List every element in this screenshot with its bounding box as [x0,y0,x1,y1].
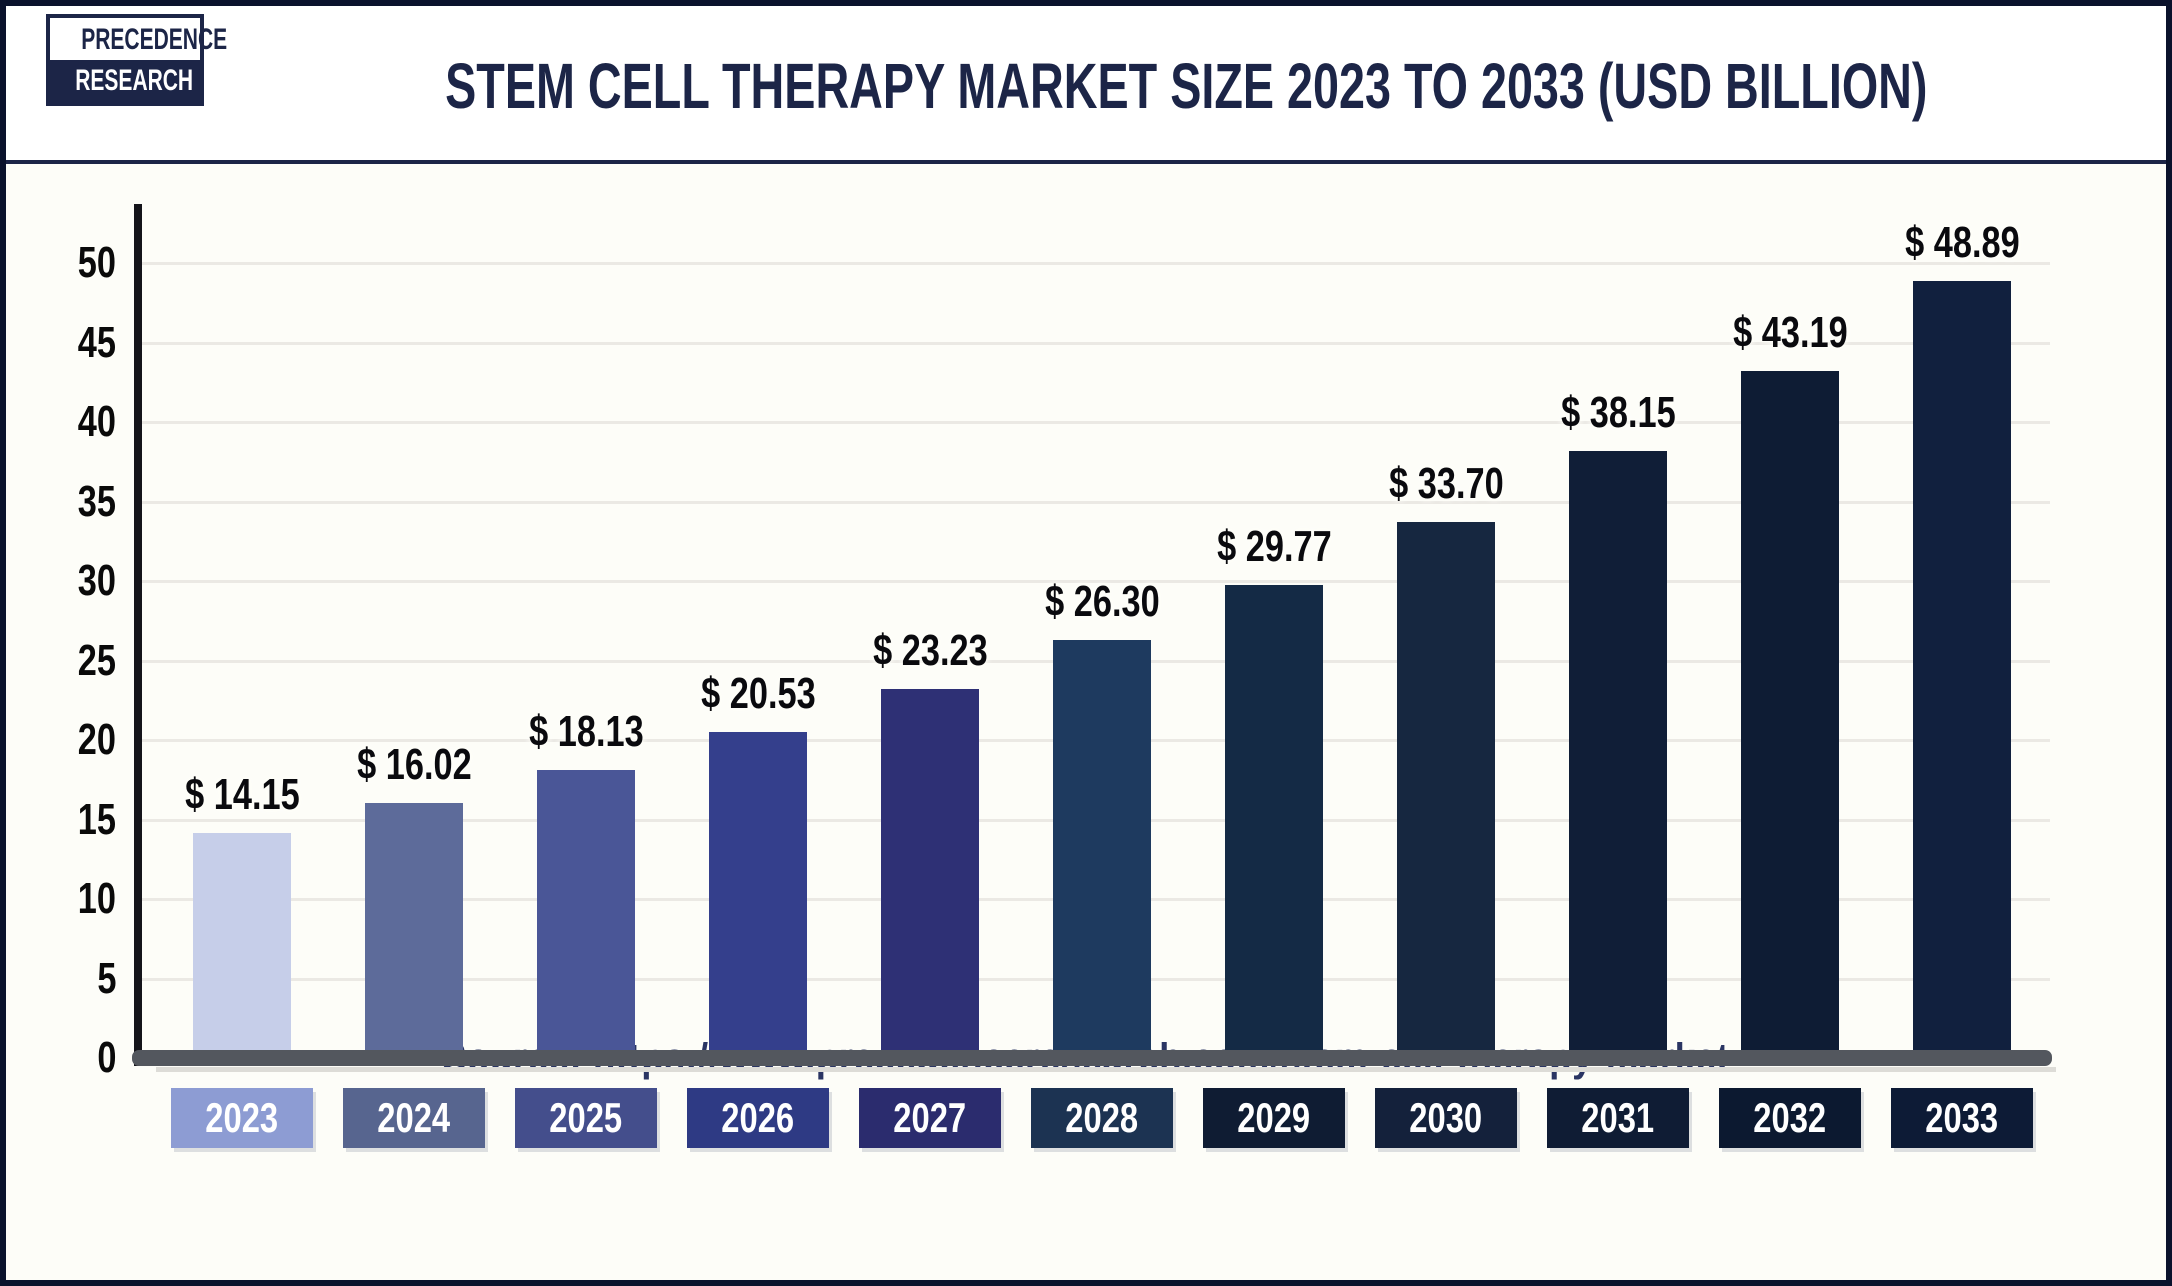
bar-2023 [193,833,291,1058]
y-tick-label-10: 10 [77,874,116,923]
bar-value-label-2030: $ 33.70 [1388,459,1504,509]
bar-value-label-2024: $ 16.02 [356,740,472,790]
gridline-45 [142,341,2050,345]
precedence-research-logo: PRECEDENCE RESEARCH [46,14,227,106]
x-axis-baseline [132,1050,2052,1066]
x-axis-year-label-2033: 2033 [1891,1088,2033,1148]
y-tick-label-20: 20 [77,715,116,764]
page-title: STEM CELL THERAPY MARKET SIZE 2023 TO 20… [444,50,1928,122]
x-axis-year-label-2027: 2027 [859,1088,1001,1148]
baseline-shadow [156,1067,2056,1072]
bar-2028 [1053,639,1151,1058]
bar-2029 [1225,584,1323,1058]
x-axis-year-label-2031: 2031 [1547,1088,1689,1148]
y-tick-label-25: 25 [77,635,116,685]
bar-value-label-2025: $ 18.13 [528,706,644,756]
logo-line-1: PRECEDENCE [50,18,227,60]
bar-2027 [881,688,979,1058]
bar-2033 [1913,280,2011,1058]
x-axis-year-label-2030: 2030 [1375,1088,1517,1148]
bar-2031 [1569,451,1667,1058]
logo-line-2: RESEARCH [50,60,200,102]
x-axis-year-label-2026: 2026 [687,1088,829,1148]
bar-value-label-2023: $ 14.15 [184,770,300,819]
bar-value-label-2033: $ 48.89 [1904,217,2020,267]
y-tick-label-30: 30 [77,556,116,605]
bar-value-label-2026: $ 20.53 [700,668,816,718]
bar-2026 [709,731,807,1058]
x-axis-year-label-2025: 2025 [515,1088,657,1148]
bar-value-label-2029: $ 29.77 [1216,521,1332,571]
bar-value-label-2032: $ 43.19 [1732,308,1848,358]
gridline-35 [142,500,2050,504]
y-tick-label-40: 40 [77,397,116,446]
gridline-30 [142,580,2050,583]
header: PRECEDENCE RESEARCH STEM CELL THERAPY MA… [6,6,2166,164]
y-tick-label-35: 35 [77,476,116,526]
bar-2024 [365,803,463,1058]
y-axis-line [134,204,142,1066]
bar-value-label-2031: $ 38.15 [1560,388,1676,438]
bar-2025 [537,769,635,1058]
bar-2030 [1397,522,1495,1058]
x-axis-year-label-2029: 2029 [1203,1088,1345,1148]
x-axis-year-label-2028: 2028 [1031,1088,1173,1148]
gridline-40 [142,421,2050,424]
bar-value-label-2027: $ 23.23 [872,625,988,675]
bar-chart: 0 5 10 15 20 25 30 35 40 45 50 $ 14.15 $ 16.02 $ 18.… [6,164,2166,1280]
gridline-50 [142,262,2050,265]
x-axis-year-label-2032: 2032 [1719,1088,1861,1148]
y-tick-label-50: 50 [77,238,116,287]
x-axis-year-label-2023: 2023 [171,1088,313,1148]
y-tick-label-0: 0 [96,1033,116,1082]
x-axis-year-label-2024: 2024 [343,1088,485,1148]
y-tick-label-45: 45 [77,317,116,367]
y-tick-label-5: 5 [96,953,116,1003]
bar-value-label-2028: $ 26.30 [1044,576,1160,626]
y-tick-label-15: 15 [77,794,116,844]
bar-2032 [1741,371,1839,1058]
